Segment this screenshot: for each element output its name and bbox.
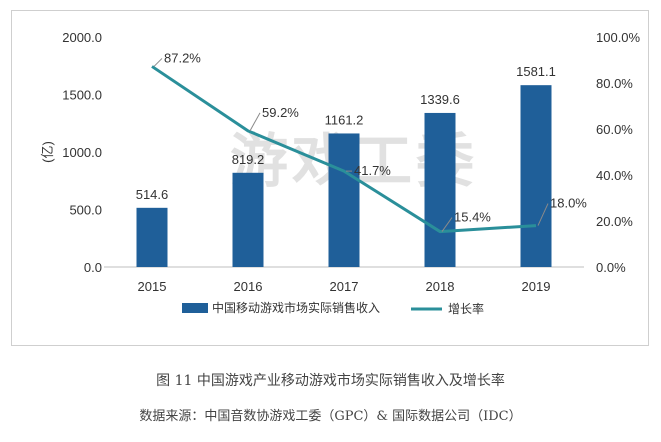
bar bbox=[136, 207, 168, 267]
bar-value-label: 514.6 bbox=[136, 187, 169, 202]
bar bbox=[328, 133, 360, 267]
legend-bar-swatch bbox=[182, 303, 208, 313]
legend-bar-label: 中国移动游戏市场实际销售收入 bbox=[212, 300, 380, 315]
bar bbox=[520, 85, 552, 268]
bar-value-label: 1339.6 bbox=[420, 92, 460, 107]
bar bbox=[232, 172, 264, 267]
bar-value-label: 1161.2 bbox=[325, 112, 364, 127]
legend-line-label: 增长率 bbox=[448, 301, 484, 316]
data-source-note: 数据来源：中国音数协游戏工委（GPC）& 国际数据公司（IDC） bbox=[139, 409, 522, 424]
label-leader-line bbox=[153, 58, 163, 67]
combo-chart: 游戏工委0.0500.01000.01500.02000.00.0%20.0%4… bbox=[40, 30, 641, 316]
x-tick-label: 2017 bbox=[330, 279, 359, 294]
figure-caption: 图 11 中国游戏产业移动游戏市场实际销售收入及增长率 bbox=[156, 373, 505, 389]
y2-tick-label: 20.0% bbox=[596, 214, 633, 229]
y2-tick-label: 100.0% bbox=[596, 30, 641, 45]
y-tick-label: 500.0 bbox=[69, 203, 102, 218]
y2-tick-label: 0.0% bbox=[596, 260, 626, 275]
label-leader-line bbox=[249, 112, 261, 132]
y2-tick-label: 60.0% bbox=[596, 122, 633, 137]
growth-rate-label: 87.2% bbox=[164, 50, 201, 65]
bar bbox=[424, 112, 456, 267]
y-tick-label: 2000.0 bbox=[62, 30, 102, 45]
label-leader-line bbox=[441, 217, 453, 232]
y2-tick-label: 80.0% bbox=[596, 76, 633, 91]
growth-rate-line bbox=[151, 65, 537, 234]
growth-rate-label: 15.4% bbox=[454, 210, 491, 225]
chart-frame: 游戏工委0.0500.01000.01500.02000.00.0%20.0%4… bbox=[11, 10, 649, 346]
x-tick-label: 2016 bbox=[234, 279, 263, 294]
y2-tick-label: 40.0% bbox=[596, 168, 633, 183]
bar-value-label: 819.2 bbox=[232, 152, 265, 167]
x-tick-label: 2015 bbox=[138, 279, 167, 294]
y-tick-label: 1500.0 bbox=[62, 88, 102, 103]
bar-value-label: 1581.1 bbox=[516, 64, 556, 79]
x-tick-label: 2019 bbox=[522, 279, 551, 294]
label-leader-line bbox=[537, 203, 549, 226]
y-axis-label: (亿) bbox=[40, 141, 55, 163]
y-tick-label: 0.0 bbox=[84, 260, 102, 275]
growth-rate-label: 18.0% bbox=[550, 196, 587, 211]
x-tick-label: 2018 bbox=[426, 279, 455, 294]
y-tick-label: 1000.0 bbox=[62, 145, 102, 160]
growth-rate-label: 41.7% bbox=[354, 163, 391, 178]
growth-rate-label: 59.2% bbox=[262, 105, 299, 120]
